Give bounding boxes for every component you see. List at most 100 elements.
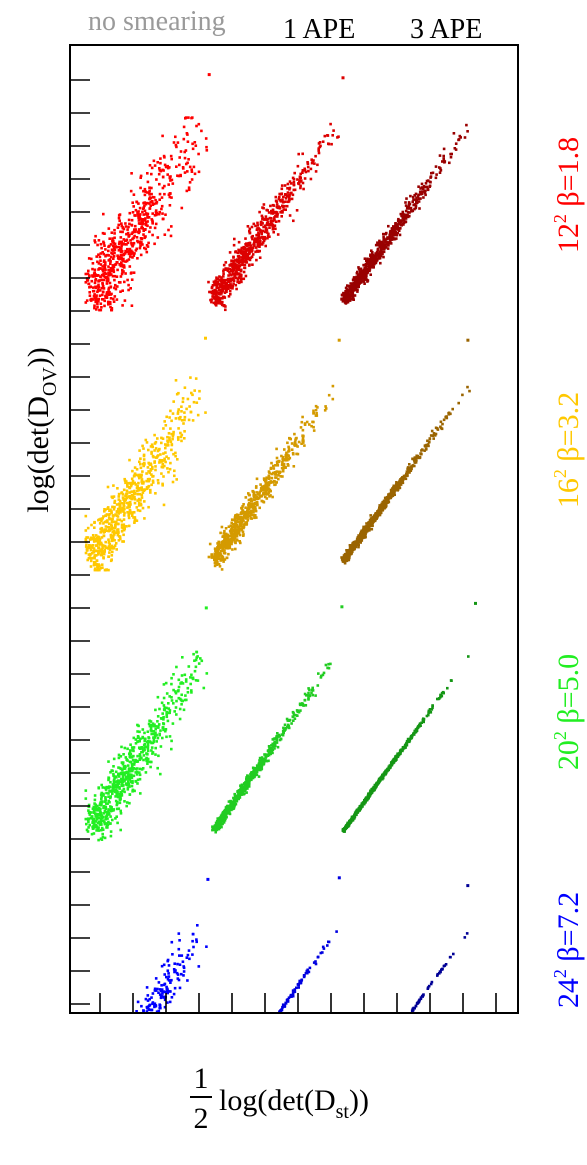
data-point: [122, 253, 125, 257]
data-point: [293, 441, 297, 444]
data-point: [417, 193, 420, 197]
data-point: [126, 231, 130, 235]
data-point: [168, 709, 172, 712]
data-point: [230, 539, 234, 543]
data-point: [220, 292, 223, 295]
data-point: [271, 223, 275, 227]
data-point: [215, 278, 218, 281]
data-point: [240, 527, 243, 531]
data-point: [239, 512, 243, 515]
data-point: [104, 261, 107, 264]
data-point: [146, 215, 149, 218]
data-point: [132, 763, 136, 766]
data-point: [270, 461, 273, 465]
data-point: [99, 837, 103, 840]
data-point: [301, 437, 305, 440]
data-point: [359, 280, 362, 283]
data-point: [226, 267, 230, 270]
data-point: [435, 427, 439, 430]
data-point: [90, 811, 93, 814]
data-point: [96, 535, 100, 538]
data-point: [239, 277, 243, 281]
data-point: [407, 205, 411, 208]
data-point: [266, 488, 269, 492]
data-point: [135, 773, 139, 776]
data-point: [379, 241, 382, 244]
data-point: [92, 563, 96, 567]
data-point: [84, 281, 88, 284]
data-point: [107, 265, 110, 268]
data-point: [118, 257, 122, 260]
data-point: [344, 557, 347, 561]
data-point: [287, 457, 290, 461]
data-point: [344, 292, 348, 295]
data-point: [90, 815, 94, 818]
data-point: [116, 285, 119, 288]
data-point: [126, 278, 129, 282]
data-point: [164, 728, 168, 731]
data-point: [110, 807, 113, 811]
data-point: [245, 242, 248, 245]
data-point: [273, 216, 276, 219]
data-point: [288, 180, 292, 183]
data-point: [113, 286, 116, 290]
data-point: [114, 283, 117, 287]
data-point: [220, 545, 223, 549]
data-point: [110, 528, 114, 531]
data-point: [132, 193, 136, 196]
data-point: [212, 301, 216, 305]
data-point: [240, 528, 244, 532]
data-point: [142, 229, 145, 232]
data-point: [148, 477, 151, 481]
data-point: [381, 240, 384, 244]
data-point: [94, 807, 97, 811]
data-point: [255, 258, 258, 262]
data-point: [140, 480, 143, 483]
data-point: [108, 785, 111, 788]
data-point: [282, 463, 285, 466]
data-point: [307, 169, 310, 173]
data-point: [101, 265, 104, 268]
data-point: [117, 216, 121, 220]
data-point: [272, 204, 276, 207]
data-point: [113, 274, 117, 278]
data-point: [243, 260, 246, 263]
data-point: [110, 308, 114, 312]
data-point: [234, 250, 237, 254]
data-point: [257, 235, 261, 238]
data-point: [292, 183, 296, 186]
data-point: [92, 294, 96, 298]
data-point: [131, 790, 134, 793]
data-point: [258, 241, 262, 244]
data-point: [408, 214, 411, 218]
data-point: [107, 273, 111, 276]
data-point: [441, 422, 444, 426]
data-point: [149, 740, 152, 744]
data-point: [90, 556, 93, 560]
data-point: [223, 529, 226, 533]
data-point: [142, 447, 145, 450]
data-point: [348, 550, 351, 554]
data-point: [102, 544, 106, 548]
data-point: [135, 247, 138, 251]
data-point: [378, 254, 381, 258]
data-point: [104, 568, 108, 572]
data-point: [137, 501, 141, 505]
data-point: [112, 268, 115, 272]
data-point: [168, 192, 172, 195]
data-point: [112, 495, 116, 498]
data-point: [264, 487, 267, 491]
data-point: [386, 247, 390, 250]
data-point: [287, 445, 290, 449]
data-point: [108, 548, 112, 551]
data-point: [156, 161, 159, 164]
data-point: [422, 185, 426, 188]
data-point: [272, 479, 276, 483]
data-point: [112, 257, 115, 260]
data-point: [261, 217, 264, 221]
data-point: [173, 710, 176, 713]
data-point: [292, 180, 296, 184]
data-point: [222, 286, 226, 289]
data-point: [417, 200, 421, 203]
data-point: [122, 518, 126, 521]
